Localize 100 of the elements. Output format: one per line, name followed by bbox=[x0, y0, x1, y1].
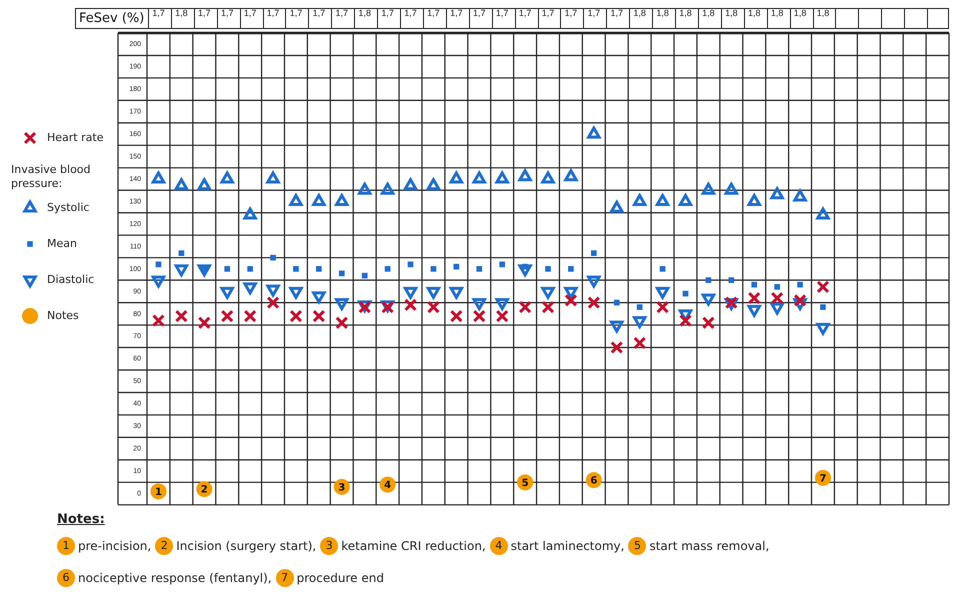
point bbox=[545, 266, 551, 272]
point bbox=[518, 169, 532, 182]
point bbox=[587, 126, 601, 139]
point bbox=[751, 282, 758, 288]
point bbox=[794, 294, 807, 307]
point bbox=[450, 310, 463, 323]
x-tick-label: 1,7 bbox=[220, 8, 234, 18]
point bbox=[293, 266, 299, 272]
x-tick-label: 1,8 bbox=[770, 8, 784, 18]
point bbox=[702, 316, 715, 330]
point bbox=[472, 298, 486, 310]
point bbox=[476, 266, 482, 272]
point bbox=[541, 172, 555, 184]
point bbox=[266, 284, 280, 297]
point bbox=[770, 302, 784, 315]
point bbox=[358, 182, 372, 195]
text: start mass removal, bbox=[649, 539, 770, 553]
x-tick-label: 1,8 bbox=[656, 8, 669, 18]
point bbox=[656, 194, 670, 206]
point bbox=[518, 264, 532, 276]
point bbox=[224, 266, 230, 272]
x-tick-label: 1,7 bbox=[427, 8, 440, 18]
point bbox=[247, 266, 253, 272]
point bbox=[632, 316, 646, 328]
point bbox=[384, 266, 390, 272]
x-tick-label: 1,8 bbox=[816, 8, 830, 18]
point bbox=[430, 266, 436, 272]
point bbox=[289, 310, 302, 323]
point bbox=[472, 310, 486, 323]
data-label: 1 bbox=[154, 486, 162, 498]
point bbox=[816, 207, 830, 220]
point bbox=[174, 310, 188, 323]
point bbox=[679, 314, 692, 328]
x-tick-label: 1,8 bbox=[725, 8, 738, 18]
point bbox=[587, 296, 600, 310]
point bbox=[270, 254, 276, 260]
point bbox=[770, 292, 784, 305]
point bbox=[633, 336, 646, 350]
x-tick-label: 1,7 bbox=[518, 8, 532, 18]
point bbox=[770, 187, 784, 200]
point bbox=[174, 264, 188, 276]
point bbox=[748, 304, 761, 317]
point bbox=[682, 290, 688, 296]
point bbox=[404, 178, 418, 190]
x-tick-label: 1,7 bbox=[381, 8, 394, 18]
point bbox=[656, 300, 670, 314]
x-tick-label: 1,7 bbox=[588, 8, 600, 18]
point bbox=[198, 178, 211, 190]
data-label: 4 bbox=[384, 480, 392, 492]
text: nociceptive response (fentanyl), bbox=[78, 571, 272, 585]
point bbox=[568, 266, 574, 272]
point bbox=[312, 291, 326, 304]
point bbox=[244, 310, 257, 323]
point bbox=[774, 284, 780, 290]
point bbox=[338, 270, 345, 276]
point bbox=[220, 286, 234, 299]
point bbox=[243, 282, 257, 294]
point bbox=[243, 207, 257, 220]
point bbox=[450, 286, 464, 299]
text: procedure end bbox=[296, 571, 384, 585]
point bbox=[610, 200, 624, 213]
point bbox=[660, 266, 666, 272]
point bbox=[724, 182, 738, 195]
point bbox=[564, 294, 578, 307]
point bbox=[499, 262, 505, 268]
point bbox=[610, 341, 624, 354]
point bbox=[426, 178, 440, 190]
point bbox=[404, 298, 417, 312]
x-tick-label: 1,7 bbox=[290, 8, 302, 18]
x-tick-label: 1,8 bbox=[679, 8, 692, 18]
point bbox=[174, 178, 188, 190]
data-label: 2 bbox=[200, 484, 208, 496]
point bbox=[335, 316, 348, 330]
point bbox=[152, 314, 165, 328]
point bbox=[564, 169, 578, 182]
point bbox=[362, 272, 368, 278]
numbered-badge: 5 bbox=[628, 537, 646, 555]
point bbox=[610, 320, 624, 333]
point bbox=[426, 286, 440, 299]
point bbox=[564, 286, 578, 299]
x-tick-label: 1,7 bbox=[198, 8, 211, 18]
point bbox=[542, 300, 554, 314]
point bbox=[198, 316, 211, 330]
point bbox=[335, 298, 348, 310]
point bbox=[495, 172, 509, 184]
point bbox=[702, 294, 716, 306]
point bbox=[220, 310, 234, 323]
point bbox=[748, 194, 761, 206]
point bbox=[522, 264, 528, 270]
legend-title: Invasive blood pressure: bbox=[11, 162, 91, 190]
point bbox=[178, 250, 184, 256]
point bbox=[380, 182, 394, 195]
legend-label: Diastolic bbox=[47, 272, 94, 286]
point bbox=[706, 277, 712, 283]
x-tick-label: 1,7 bbox=[336, 8, 348, 18]
x-tick-label: 1,8 bbox=[633, 8, 646, 18]
x-tick-label: 1,8 bbox=[748, 8, 760, 18]
point bbox=[289, 286, 303, 299]
data-label: 5 bbox=[522, 478, 529, 489]
numbered-badge: 1 bbox=[57, 537, 75, 555]
